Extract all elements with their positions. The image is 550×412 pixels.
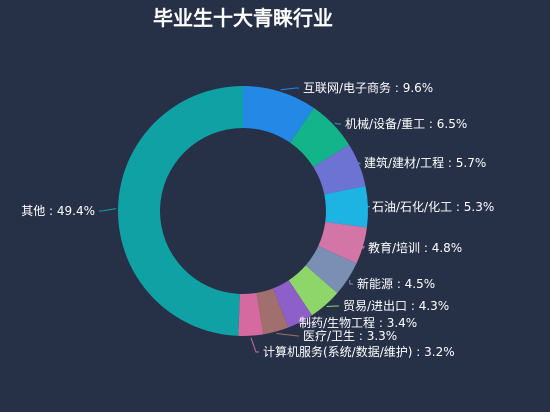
- slice-8[interactable]: [273, 280, 312, 328]
- slice-11[interactable]: [117, 86, 243, 336]
- slice-7-label: 贸易/进出口 : 4.3%: [343, 299, 449, 313]
- slice-7[interactable]: [288, 265, 338, 316]
- slice-group: [117, 86, 369, 336]
- slice-8-label: 制药/生物工程 : 3.4%: [299, 315, 417, 330]
- slice-4[interactable]: [324, 186, 369, 228]
- slice-1-label: 互联网/电子商务 : 9.6%: [303, 80, 433, 95]
- slice-2-leader-line: [334, 122, 341, 125]
- slice-1-leader-line: [280, 87, 299, 91]
- slice-3-label: 建筑/建材/工程 : 5.7%: [364, 155, 486, 170]
- slice-10[interactable]: [238, 292, 264, 336]
- slice-7-leader-line: [326, 305, 339, 308]
- slice-5-label: 教育/培训 : 4.8%: [368, 240, 462, 255]
- slice-11-label: 其他 : 49.4%: [21, 204, 95, 218]
- slice-6[interactable]: [305, 245, 357, 294]
- slice-2-label: 机械/设备/重工 : 6.5%: [345, 116, 467, 131]
- slice-6-leader-line: [349, 280, 353, 285]
- slice-2[interactable]: [290, 108, 349, 167]
- slice-10-label: 计算机服务(系统/数据/维护) : 3.2%: [263, 344, 455, 359]
- slice-8-leader-line: [295, 322, 315, 325]
- slice-10-leader-line: [250, 337, 259, 353]
- slice-1[interactable]: [243, 86, 314, 143]
- chart-title: 毕业生十大青睐行业: [153, 6, 333, 30]
- slice-5[interactable]: [318, 221, 367, 264]
- slice-6-label: 新能源 : 4.5%: [357, 276, 435, 291]
- slice-11-leader-line: [99, 208, 117, 212]
- label-group: 互联网/电子商务 : 9.6% 机械/设备/重工 : 6.5% 建筑/建材/工程 :…: [21, 80, 494, 359]
- slice-3-leader-line: [356, 162, 362, 165]
- slice-3[interactable]: [313, 144, 366, 195]
- slice-9[interactable]: [256, 288, 289, 335]
- slice-4-label: 石油/石化/化工 : 5.3%: [372, 200, 494, 214]
- slice-9-label: 医疗/卫生 : 3.3%: [303, 329, 397, 343]
- slice-5-leader-line: [360, 245, 366, 249]
- slice-9-leader-line: [276, 333, 299, 337]
